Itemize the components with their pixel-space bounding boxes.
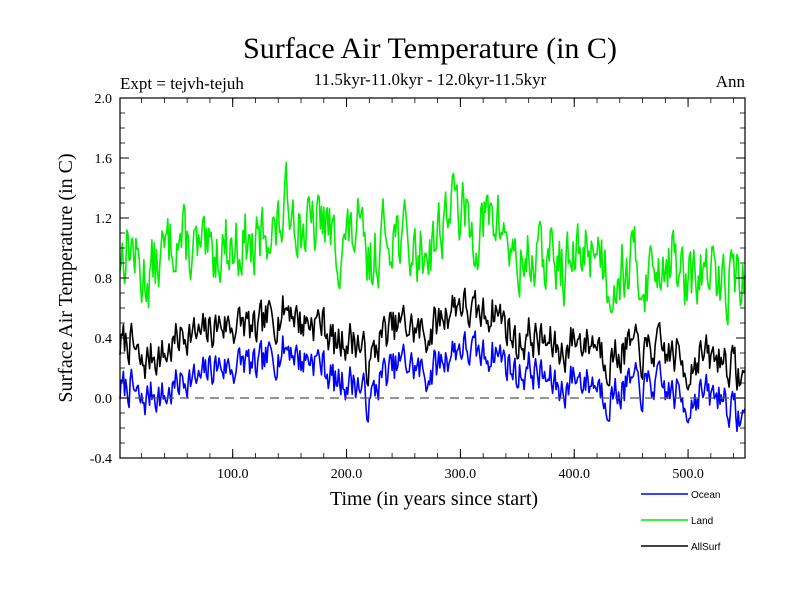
series-line-ocean bbox=[119, 330, 746, 433]
y-tick-label: 1.2 bbox=[95, 212, 113, 227]
plot-frame-layer bbox=[119, 97, 746, 459]
chart-title: Surface Air Temperature (in C) bbox=[243, 32, 617, 65]
x-tick-label: 300.0 bbox=[445, 467, 477, 482]
ticks-layer: -0.4 0.0 0.4 0.8 1.2 1.6 2.0 100.0 200.0 300.0 400… bbox=[90, 92, 745, 482]
legend: Ocean Land AllSurf bbox=[641, 490, 721, 553]
x-tick-label: 400.0 bbox=[558, 467, 590, 482]
x-axis-title: Time (in years since start) bbox=[330, 488, 538, 510]
y-tick-label: 0.8 bbox=[95, 272, 113, 287]
x-tick-label: 100.0 bbox=[217, 467, 249, 482]
y-tick-label: 2.0 bbox=[95, 92, 113, 107]
y-tick-label: 0.4 bbox=[95, 332, 113, 347]
x-tick-label: 200.0 bbox=[331, 467, 363, 482]
y-tick-label: 1.6 bbox=[95, 152, 113, 167]
y-axis-title: Surface Air Temperature (in C) bbox=[55, 153, 77, 402]
x-tick-label: 500.0 bbox=[672, 467, 704, 482]
season-label: Ann bbox=[716, 72, 746, 91]
y-tick-label: -0.4 bbox=[90, 452, 112, 467]
series-line-land bbox=[119, 161, 746, 326]
legend-label-land: Land bbox=[691, 516, 713, 527]
experiment-label: Expt = tejvh-tejuh bbox=[120, 74, 244, 93]
series-layer bbox=[119, 161, 746, 433]
legend-label-ocean: Ocean bbox=[691, 490, 720, 501]
series-line-allsurf bbox=[119, 287, 746, 391]
plot-frame bbox=[119, 97, 746, 459]
chart-subtitle: 11.5kyr-11.0kyr - 12.0kyr-11.5kyr bbox=[314, 70, 547, 89]
y-tick-label: 0.0 bbox=[95, 392, 113, 407]
legend-label-allsurf: AllSurf bbox=[691, 542, 721, 553]
